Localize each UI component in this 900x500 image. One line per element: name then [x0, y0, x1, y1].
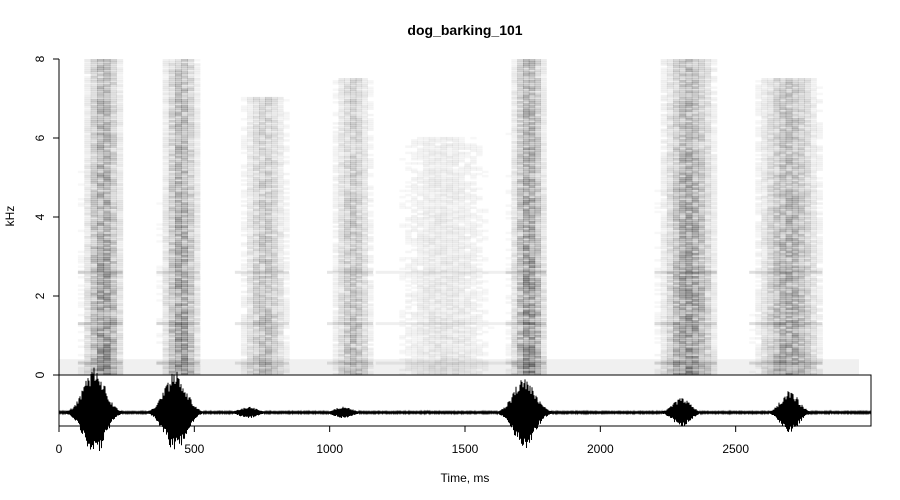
harmonic-band: [156, 322, 200, 326]
harmonic-band: [77, 322, 123, 326]
harmonic-band: [749, 270, 823, 274]
bark-segment-6: [505, 59, 547, 376]
axes: 0 2 4 6 8 0 500 1000 1500 2000 2500: [33, 55, 749, 456]
harmonic-band: [327, 361, 373, 365]
y-axis-label: kHz: [3, 206, 17, 227]
x-tick-label: 1500: [452, 442, 479, 456]
bark-segment-1: [77, 59, 124, 376]
harmonic-band: [654, 322, 717, 326]
x-tick-label: 1000: [316, 442, 343, 456]
spectrogram-plot-area: [59, 59, 859, 376]
y-tick-label: 8: [33, 55, 47, 62]
low-frequency-band: [59, 359, 859, 375]
bark-segment-7: [654, 59, 718, 376]
harmonic-band: [327, 270, 373, 274]
bark-segment-5: [399, 136, 489, 376]
harmonic-band: [375, 322, 506, 326]
x-tick-label: 0: [56, 442, 63, 456]
harmonic-band: [234, 361, 289, 365]
harmonic-band: [505, 361, 547, 365]
x-tick-label: 2000: [587, 442, 614, 456]
harmonic-band: [77, 270, 123, 274]
harmonic-band: [375, 270, 506, 274]
harmonic-band: [654, 361, 717, 365]
chart-title: dog_barking_101: [407, 22, 522, 38]
bark-segment-8: [755, 78, 823, 376]
harmonic-band: [156, 270, 200, 274]
y-tick-label: 0: [33, 371, 47, 378]
harmonic-band: [654, 270, 717, 274]
harmonic-band: [375, 361, 506, 365]
x-axis-label: Time, ms: [441, 471, 490, 485]
waveform-line: [58, 367, 872, 452]
y-tick-label: 4: [33, 213, 47, 220]
waveform-panel: [58, 367, 872, 452]
harmonic-band: [749, 322, 823, 326]
harmonic-band: [234, 270, 289, 274]
harmonic-band: [505, 270, 547, 274]
harmonic-band: [749, 361, 823, 365]
harmonic-band: [156, 361, 200, 365]
x-tick-label: 500: [184, 442, 204, 456]
bark-segment-2: [162, 59, 201, 376]
x-tick-label: 2500: [722, 442, 749, 456]
y-tick-label: 2: [33, 292, 47, 299]
harmonic-band: [77, 361, 123, 365]
harmonic-band: [505, 322, 547, 326]
harmonic-band: [234, 322, 289, 326]
harmonic-band: [327, 322, 373, 326]
bark-segment-4: [332, 78, 374, 376]
spectrogram-texture: [59, 59, 859, 376]
bark-segment-3: [240, 96, 290, 376]
y-tick-label: 6: [33, 134, 47, 141]
